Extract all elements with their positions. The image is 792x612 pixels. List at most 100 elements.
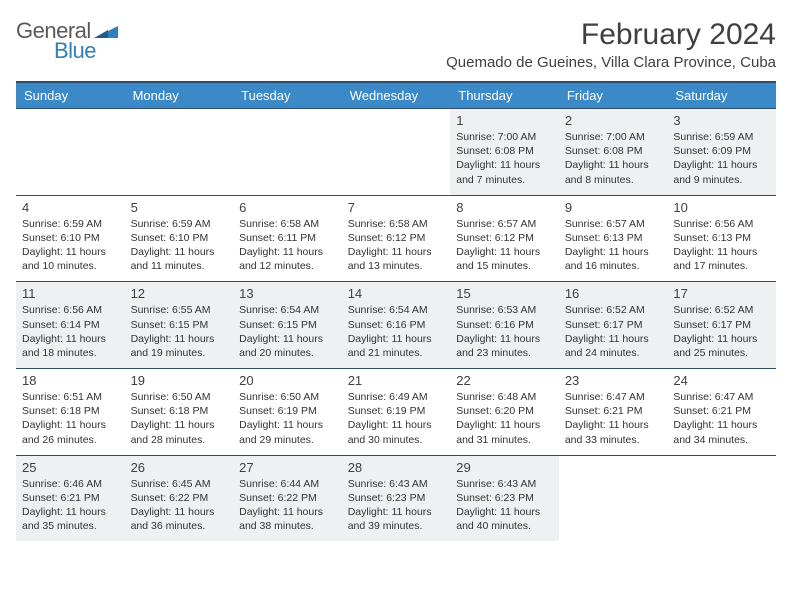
sunset-text: Sunset: 6:22 PM xyxy=(131,491,228,505)
calendar-cell: 13Sunrise: 6:54 AMSunset: 6:15 PMDayligh… xyxy=(233,282,342,369)
daylight-text: Daylight: 11 hours and 31 minutes. xyxy=(456,418,553,446)
sunrise-text: Sunrise: 6:43 AM xyxy=(348,477,445,491)
sunrise-text: Sunrise: 6:49 AM xyxy=(348,390,445,404)
daylight-text: Daylight: 11 hours and 15 minutes. xyxy=(456,245,553,273)
sunrise-text: Sunrise: 6:43 AM xyxy=(456,477,553,491)
calendar-cell: 3Sunrise: 6:59 AMSunset: 6:09 PMDaylight… xyxy=(667,109,776,196)
day-number: 24 xyxy=(673,373,770,388)
calendar-row: 18 Sunrise: 6:51 AM Sunset: 6:18 PM Dayligh… xyxy=(16,369,776,456)
daylight-text: Daylight: 11 hours and 36 minutes. xyxy=(131,505,228,533)
day-header: Saturday xyxy=(667,82,776,109)
day-header: Tuesday xyxy=(233,82,342,109)
page-header: General Blue February 2024 Quemado de Gu… xyxy=(16,18,776,71)
calendar-cell: 26Sunrise: 6:45 AMSunset: 6:22 PMDayligh… xyxy=(125,455,234,541)
daylight-text: Daylight: 11 hours and 7 minutes. xyxy=(456,158,553,186)
daylight-text: Daylight: 11 hours and 17 minutes. xyxy=(673,245,770,273)
sunset-text: Sunset: 6:08 PM xyxy=(565,144,662,158)
sunrise-text: Sunrise: 6:58 AM xyxy=(348,217,445,231)
calendar-cell: 15Sunrise: 6:53 AMSunset: 6:16 PMDayligh… xyxy=(450,282,559,369)
brand-name-2: Blue xyxy=(54,38,118,64)
calendar-table: Sunday Monday Tuesday Wednesday Thursday… xyxy=(16,81,776,541)
day-header: Wednesday xyxy=(342,82,451,109)
day-header: Monday xyxy=(125,82,234,109)
day-number: 8 xyxy=(456,200,553,215)
sunrise-text: Sunrise: 6:47 AM xyxy=(673,390,770,404)
calendar-cell-empty xyxy=(233,109,342,196)
calendar-cell: 9Sunrise: 6:57 AMSunset: 6:13 PMDaylight… xyxy=(559,195,668,282)
sunset-text: Sunset: 6:12 PM xyxy=(456,231,553,245)
day-number: 25 xyxy=(22,460,119,475)
daylight-text: Daylight: 11 hours and 13 minutes. xyxy=(348,245,445,273)
calendar-cell: 4Sunrise: 6:59 AMSunset: 6:10 PMDaylight… xyxy=(16,195,125,282)
sunrise-text: Sunrise: 6:50 AM xyxy=(239,390,336,404)
day-number: 12 xyxy=(131,286,228,301)
daylight-text: Daylight: 11 hours and 18 minutes. xyxy=(22,332,119,360)
sunset-text: Sunset: 6:22 PM xyxy=(239,491,336,505)
calendar-row: 25Sunrise: 6:46 AMSunset: 6:21 PMDayligh… xyxy=(16,455,776,541)
day-number: 3 xyxy=(673,113,770,128)
day-number: 16 xyxy=(565,286,662,301)
daylight-text: Daylight: 11 hours and 19 minutes. xyxy=(131,332,228,360)
calendar-cell: 5 Sunrise: 6:59 AMSunset: 6:10 PMDaylight… xyxy=(125,195,234,282)
day-number: 18 xyxy=(22,373,119,388)
day-header: Sunday xyxy=(16,82,125,109)
calendar-cell: 22Sunrise: 6:48 AMSunset: 6:20 PMDayligh… xyxy=(450,369,559,456)
calendar-cell: 20Sunrise: 6:50 AMSunset: 6:19 PMDayligh… xyxy=(233,369,342,456)
calendar-cell-empty xyxy=(667,455,776,541)
calendar-cell: 19Sunrise: 6:50 AMSunset: 6:18 PMDayligh… xyxy=(125,369,234,456)
day-number: 19 xyxy=(131,373,228,388)
day-number: 4 xyxy=(22,200,119,215)
sunset-text: Sunset: 6:15 PM xyxy=(239,318,336,332)
daylight-text: Daylight: 11 hours and 23 minutes. xyxy=(456,332,553,360)
sunrise-text: Sunrise: 6:44 AM xyxy=(239,477,336,491)
daylight-text: Daylight: 11 hours and 10 minutes. xyxy=(22,245,119,273)
sunset-text: Sunset: 6:12 PM xyxy=(348,231,445,245)
sunrise-text: Sunrise: 7:00 AM xyxy=(565,130,662,144)
sunset-text: Sunset: 6:18 PM xyxy=(131,404,228,418)
daylight-text: Daylight: 11 hours and 16 minutes. xyxy=(565,245,662,273)
daylight-text: Daylight: 11 hours and 35 minutes. xyxy=(22,505,119,533)
calendar-cell: 6Sunrise: 6:58 AMSunset: 6:11 PMDaylight… xyxy=(233,195,342,282)
sunrise-text: Sunrise: 6:59 AM xyxy=(131,217,228,231)
daylight-text: Daylight: 11 hours and 30 minutes. xyxy=(348,418,445,446)
sunrise-text: Sunrise: 6:56 AM xyxy=(673,217,770,231)
sunset-text: Sunset: 6:13 PM xyxy=(673,231,770,245)
sunset-text: Sunset: 6:08 PM xyxy=(456,144,553,158)
sunrise-text: Sunrise: 6:48 AM xyxy=(456,390,553,404)
sunset-text: Sunset: 6:11 PM xyxy=(239,231,336,245)
daylight-text: Daylight: 11 hours and 40 minutes. xyxy=(456,505,553,533)
day-number: 23 xyxy=(565,373,662,388)
sunset-text: Sunset: 6:13 PM xyxy=(565,231,662,245)
month-title: February 2024 xyxy=(446,18,776,52)
daylight-text: Daylight: 11 hours and 20 minutes. xyxy=(239,332,336,360)
sunset-text: Sunset: 6:17 PM xyxy=(673,318,770,332)
day-number: 6 xyxy=(239,200,336,215)
calendar-cell-empty xyxy=(125,109,234,196)
sunset-text: Sunset: 6:19 PM xyxy=(239,404,336,418)
daylight-text: Daylight: 11 hours and 38 minutes. xyxy=(239,505,336,533)
sunrise-text: Sunrise: 6:51 AM xyxy=(22,390,119,404)
sunrise-text: Sunrise: 6:59 AM xyxy=(673,130,770,144)
sunset-text: Sunset: 6:16 PM xyxy=(456,318,553,332)
calendar-cell-empty xyxy=(559,455,668,541)
calendar-cell: 24Sunrise: 6:47 AMSunset: 6:21 PMDayligh… xyxy=(667,369,776,456)
sunrise-text: Sunrise: 6:55 AM xyxy=(131,303,228,317)
day-number: 7 xyxy=(348,200,445,215)
calendar-cell: 27Sunrise: 6:44 AMSunset: 6:22 PMDayligh… xyxy=(233,455,342,541)
daylight-text: Daylight: 11 hours and 9 minutes. xyxy=(673,158,770,186)
calendar-cell-empty xyxy=(16,109,125,196)
sunrise-text: Sunrise: 6:59 AM xyxy=(22,217,119,231)
day-number: 5 xyxy=(131,200,228,215)
calendar-cell: 21Sunrise: 6:49 AMSunset: 6:19 PMDayligh… xyxy=(342,369,451,456)
day-number: 11 xyxy=(22,286,119,301)
sunrise-text: Sunrise: 6:52 AM xyxy=(673,303,770,317)
daylight-text: Daylight: 11 hours and 39 minutes. xyxy=(348,505,445,533)
sunset-text: Sunset: 6:10 PM xyxy=(131,231,228,245)
calendar-cell: 12Sunrise: 6:55 AMSunset: 6:15 PMDayligh… xyxy=(125,282,234,369)
day-header-row: Sunday Monday Tuesday Wednesday Thursday… xyxy=(16,82,776,109)
day-number: 26 xyxy=(131,460,228,475)
daylight-text: Daylight: 11 hours and 24 minutes. xyxy=(565,332,662,360)
day-number: 20 xyxy=(239,373,336,388)
day-number: 2 xyxy=(565,113,662,128)
daylight-text: Daylight: 11 hours and 11 minutes. xyxy=(131,245,228,273)
